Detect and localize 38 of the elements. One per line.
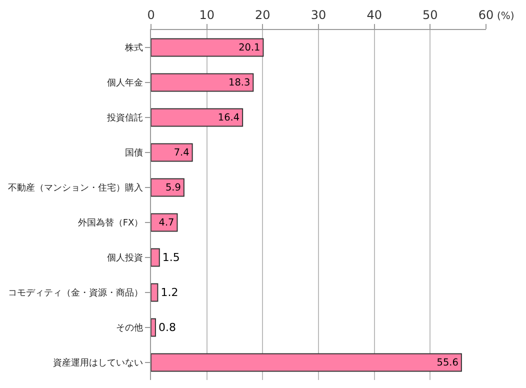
bar xyxy=(151,318,156,337)
data-label: 0.8 xyxy=(158,321,176,334)
data-label: 1.5 xyxy=(162,251,180,264)
bar xyxy=(151,353,462,372)
bar xyxy=(151,108,244,127)
bar xyxy=(151,73,254,92)
y-tick-label: 国債 xyxy=(125,148,144,159)
x-tick-label: 30 xyxy=(310,8,326,22)
y-tick-label: 外国為替（FX） xyxy=(78,218,144,229)
data-label: 16.4 xyxy=(218,112,240,124)
y-tick-label: コモディティ（金・資源・商品） xyxy=(8,288,144,299)
bar xyxy=(151,38,264,57)
data-label: 7.4 xyxy=(174,148,190,159)
data-label: 55.6 xyxy=(436,358,458,369)
bar xyxy=(151,283,158,302)
bar xyxy=(151,143,193,162)
y-tick-label: 個人投資 xyxy=(107,252,144,264)
data-label: 20.1 xyxy=(238,42,260,54)
x-axis-title: (%) xyxy=(497,11,514,22)
x-tick-label: 10 xyxy=(199,8,214,22)
bar xyxy=(151,213,178,232)
y-tick-label: 株式 xyxy=(124,42,144,54)
bar xyxy=(151,248,160,267)
x-tick-label: 20 xyxy=(255,8,270,22)
data-label: 4.7 xyxy=(158,218,174,229)
x-tick-label: 60 xyxy=(478,8,494,22)
data-label: 1.2 xyxy=(160,286,178,299)
y-tick-label: 個人年金 xyxy=(107,78,144,89)
x-tick-label: 40 xyxy=(366,8,382,22)
x-tick-label: 50 xyxy=(422,8,438,22)
y-tick-label: 資産運用はしていない xyxy=(53,358,144,369)
bar xyxy=(151,178,184,197)
y-tick-label: その他 xyxy=(116,322,144,334)
x-tick-label: 0 xyxy=(147,8,155,22)
data-label: 5.9 xyxy=(165,182,181,194)
data-label: 18.3 xyxy=(228,78,250,89)
y-tick-label: 投資信託 xyxy=(106,112,144,124)
y-tick-label: 不動産（マンション・住宅）購入 xyxy=(8,182,144,194)
